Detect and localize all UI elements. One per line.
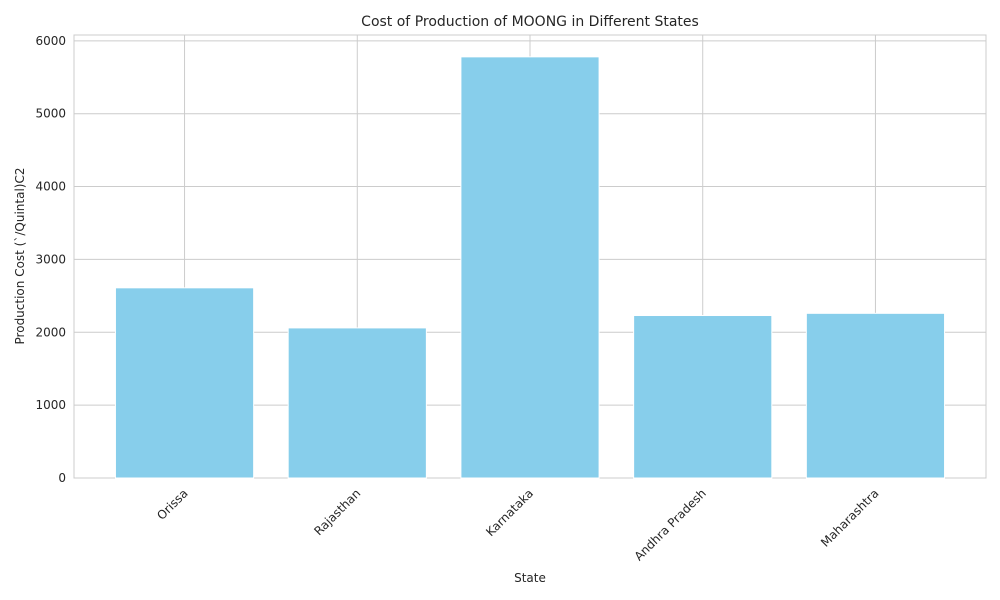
x-axis-label: State xyxy=(514,571,546,585)
y-axis-label: Production Cost (`/Quintal)C2 xyxy=(13,168,27,345)
bars xyxy=(114,56,946,479)
chart-title: Cost of Production of MOONG in Different… xyxy=(361,14,699,30)
x-tick-label: Rajasthan xyxy=(311,486,363,538)
y-tick-label: 1000 xyxy=(35,398,66,412)
bar-andhra-pradesh xyxy=(633,315,773,479)
y-tick-label: 6000 xyxy=(35,34,66,48)
y-tick-label: 0 xyxy=(58,471,66,485)
x-tick-label: Karnataka xyxy=(483,486,536,539)
y-tick-label: 5000 xyxy=(35,107,66,121)
bar-karnataka xyxy=(460,56,600,479)
x-tick-label: Andhra Pradesh xyxy=(632,486,709,563)
y-tick-label: 2000 xyxy=(35,325,66,339)
y-tick-labels: 0 1000 2000 3000 4000 5000 6000 xyxy=(35,34,66,485)
x-tick-label: Maharashtra xyxy=(818,486,882,550)
bar-rajasthan xyxy=(287,327,427,479)
y-tick-label: 4000 xyxy=(35,180,66,194)
y-tick-label: 3000 xyxy=(35,252,66,266)
x-tick-label: Orissa xyxy=(154,486,190,522)
x-tick-labels: Orissa Rajasthan Karnataka Andhra Pradesh Ma… xyxy=(154,486,881,563)
bar-orissa xyxy=(114,287,255,479)
bar-maharashtra xyxy=(805,312,946,479)
